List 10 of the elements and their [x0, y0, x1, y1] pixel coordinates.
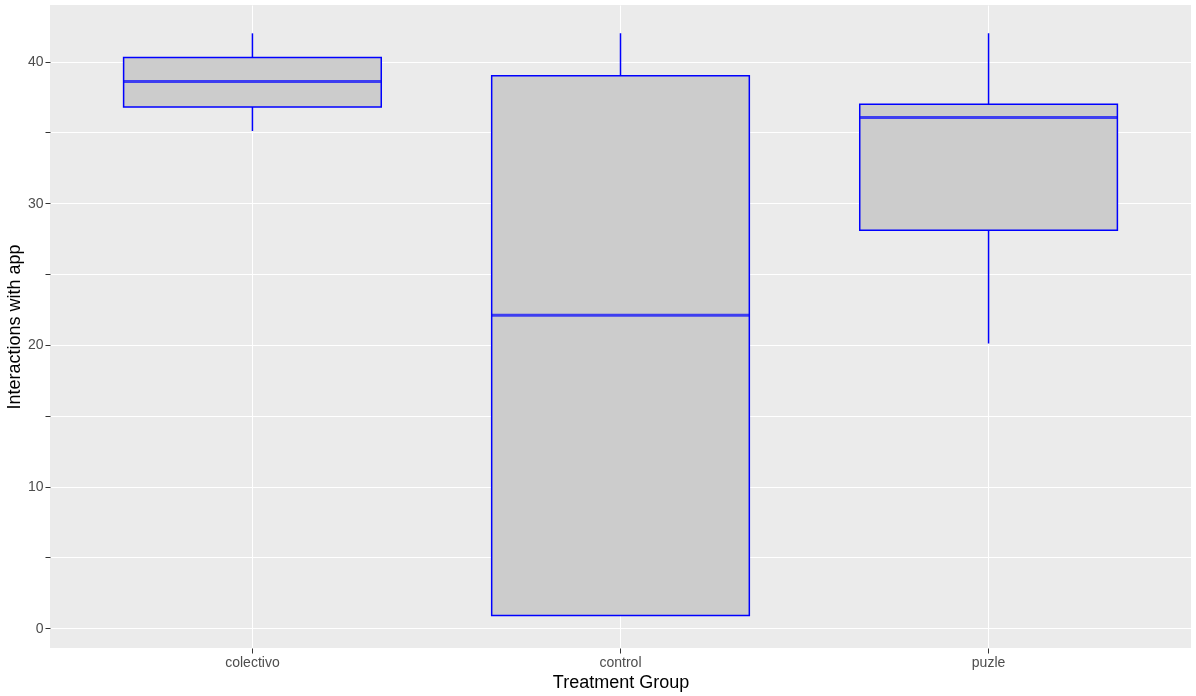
y-tick-label: 20	[27, 336, 44, 353]
y-tick-label: 30	[27, 194, 44, 211]
x-axis-title: Treatment Group	[552, 671, 690, 692]
y-axis-title: Interactions with app	[3, 244, 24, 410]
y-tick-label: 0	[35, 619, 44, 636]
y-tick-label: 10	[27, 478, 44, 495]
x-tick-label: colectivo	[225, 653, 280, 670]
x-tick-label: control	[599, 653, 642, 670]
y-tick-label: 40	[27, 53, 44, 70]
x-tick-label: puzle	[971, 653, 1006, 670]
